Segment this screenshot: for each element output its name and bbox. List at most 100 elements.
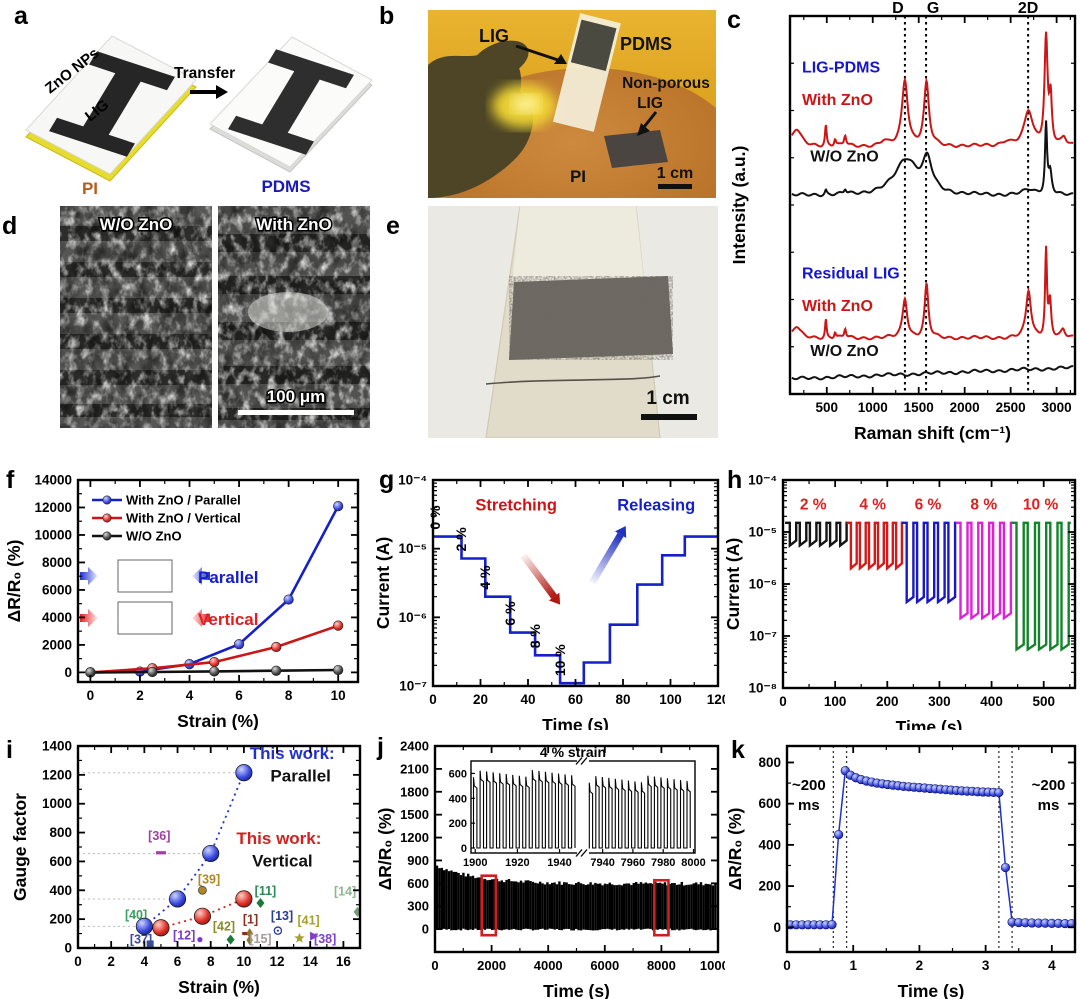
x-tick-label: 2 xyxy=(136,688,144,703)
reference-label: [41] xyxy=(297,913,319,927)
x-tick-label: 100 xyxy=(824,694,847,709)
x-tick-label: 4 xyxy=(1048,958,1056,973)
y-tick-label: 4000 xyxy=(42,610,72,625)
thiswork-point xyxy=(235,890,253,908)
spectrum-label: LIG-PDMS xyxy=(802,60,881,77)
parallel-label: Parallel xyxy=(198,568,259,587)
pi-photo-label: PI xyxy=(570,167,586,186)
pulse-group-label: 8 % xyxy=(970,497,997,514)
y-axis-label: ΔR/R₀ (%) xyxy=(375,808,395,891)
x-tick-label: 120 xyxy=(707,692,725,707)
panel-e-photo: 1 cm xyxy=(428,206,718,438)
x-tick-label: 4000 xyxy=(534,958,563,973)
releasing-label: Releasing xyxy=(617,496,695,514)
y-tick-label: 1200 xyxy=(400,830,429,845)
strain-step-label: 6 % xyxy=(502,601,518,626)
y-tick-label: 300 xyxy=(407,899,429,914)
reference-label: [1] xyxy=(243,912,258,926)
strain-step-label: 8 % xyxy=(527,624,543,649)
inset-pulses xyxy=(588,775,691,849)
y-tick-label: 10⁻⁵ xyxy=(749,525,777,540)
panel-i-letter: i xyxy=(6,736,13,764)
y-tick-label: 2400 xyxy=(400,739,429,754)
panel-a-schematic: ZnO NPs LIG PI Transfer PDMS xyxy=(24,12,376,204)
thiswork-annotation: Parallel xyxy=(270,766,331,785)
x-tick-label: 0 xyxy=(87,688,95,703)
endurance-band xyxy=(435,865,717,931)
non-porous-lig-patch xyxy=(604,130,668,168)
x-tick-label: 200 xyxy=(876,694,899,709)
x-axis-label: Time (s) xyxy=(543,981,610,999)
x-tick-label: 2 xyxy=(107,954,115,969)
x-tick-label: 6 xyxy=(174,954,182,969)
x-tick-label: 2000 xyxy=(477,958,506,973)
x-tick-label: 0 xyxy=(431,958,438,973)
x-tick-label: 16 xyxy=(336,954,352,969)
thiswork-point xyxy=(152,919,170,937)
y-tick-label: 200 xyxy=(758,879,781,894)
y-tick-label: 600 xyxy=(758,796,781,811)
reference-label: [37] xyxy=(130,932,152,946)
response-svg: ~200 ms ~200 ms 0 1 2 3 4 0 200 400 600 800 Time (s) ΔR… xyxy=(725,744,1077,999)
strain-step-label: 4 % xyxy=(477,565,493,590)
inset-pulses xyxy=(472,770,576,849)
thiswork-annotation: This work: xyxy=(250,744,335,763)
strip-crease-line xyxy=(485,375,661,385)
y-tick-label: 0 xyxy=(64,941,72,956)
pdms-photo-label: PDMS xyxy=(620,34,672,54)
response-line xyxy=(790,769,1072,926)
x-tick-label: 1000 xyxy=(858,400,888,415)
y-axis-label: Current (A) xyxy=(725,538,743,630)
inset-x-tick: 1920 xyxy=(505,857,529,869)
thiswork-point xyxy=(202,844,220,863)
x-tick-label: 4 xyxy=(186,688,194,703)
panel-c-letter: c xyxy=(727,6,741,34)
x-axis-label: Time (s) xyxy=(542,715,609,730)
x-tick-label: 0 xyxy=(783,958,791,973)
thiswork-annotation: Vertical xyxy=(252,851,312,870)
y-axis-label: ΔR/R₀ (%) xyxy=(725,808,745,891)
lig-electrode-right xyxy=(228,49,354,155)
x-axis-label: Raman shift (cm⁻¹) xyxy=(854,423,1011,443)
x-tick-label: 1 xyxy=(849,958,857,973)
y-tick-label: 8000 xyxy=(42,555,72,570)
reference-label: [42] xyxy=(213,919,235,933)
y-tick-label: 10⁻⁷ xyxy=(749,629,777,644)
raman-spectrum-0 xyxy=(791,31,1074,149)
panel-f-letter: f xyxy=(6,466,15,494)
y-tick-label: 200 xyxy=(49,912,72,927)
panel-d-letter: d xyxy=(2,212,18,240)
legend-label: With ZnO / Parallel xyxy=(126,493,241,508)
x-tick-label: 2 xyxy=(916,958,924,973)
pulse-group-label: 2 % xyxy=(800,497,827,514)
y-tick-label: 2100 xyxy=(400,761,429,776)
non-porous-arrow-icon xyxy=(637,111,658,136)
x-tick-label: 3 xyxy=(982,958,990,973)
x-tick-label: 0 xyxy=(429,692,437,707)
inset-x-tick: 1940 xyxy=(547,857,571,869)
spectrum-label: With ZnO xyxy=(802,92,873,109)
thiswork-point xyxy=(193,907,211,925)
highlight-box xyxy=(653,878,670,937)
raman-peak-label: D xyxy=(892,0,904,17)
laser-reflection-core xyxy=(512,95,540,113)
bright-cluster xyxy=(248,292,328,332)
y-tick-label: 600 xyxy=(49,854,72,869)
y-tick-label: 10⁻⁵ xyxy=(399,541,427,556)
y-tick-label: 6000 xyxy=(42,582,72,597)
y-tick-label: 10⁻⁸ xyxy=(748,681,777,696)
strain-step-label: 10 % xyxy=(552,644,568,676)
scalebar-e-bar xyxy=(641,414,697,420)
rise-time-label: ms xyxy=(798,797,820,814)
thiswork-annotation: This work: xyxy=(236,829,321,848)
x-tick-label: 400 xyxy=(980,694,1003,709)
spectrum-label: Residual LIG xyxy=(802,266,900,283)
rise-time-label: ~200 xyxy=(792,777,826,794)
thiswork-point xyxy=(135,917,153,935)
reference-label: [12] xyxy=(173,929,195,943)
y-tick-label: 400 xyxy=(758,837,781,852)
sem-image-with-zno: With ZnO 100 μm xyxy=(218,206,370,428)
y-tick-label: 10⁻⁴ xyxy=(398,473,427,488)
y-tick-label: 1200 xyxy=(42,767,72,782)
